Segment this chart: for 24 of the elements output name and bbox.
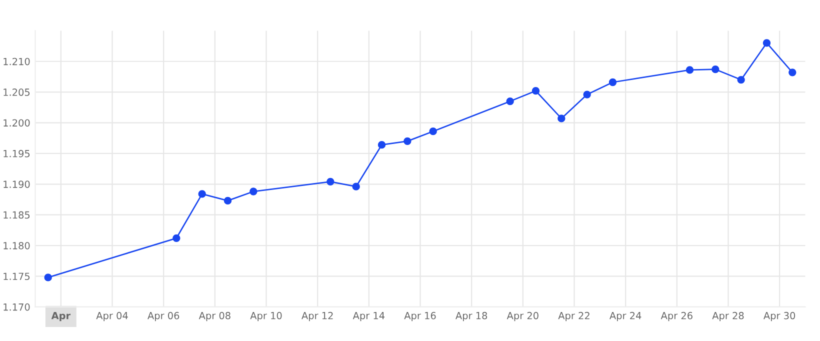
x-tick-label: Apr 16 xyxy=(404,312,436,322)
y-tick-label: 1.170 xyxy=(4,303,30,311)
y-tick-label: 1.195 xyxy=(4,150,30,158)
y-tick-label: 1.205 xyxy=(4,88,30,96)
x-tick-label: Apr 10 xyxy=(250,312,282,322)
x-tick-label: Apr 04 xyxy=(96,312,128,322)
x-tick-label: Apr 14 xyxy=(352,312,385,322)
x-tick-label: Apr 06 xyxy=(148,312,180,322)
y-tick-label: 1.210 xyxy=(4,58,30,66)
y-tick-label: 1.175 xyxy=(4,272,30,280)
x-tick-label: Apr 24 xyxy=(610,312,642,322)
x-tick-label: Apr 18 xyxy=(456,312,488,322)
x-tick-label: Apr 20 xyxy=(506,312,538,322)
x-tick-label: Apr 28 xyxy=(712,312,744,322)
x-tick-label: Apr 30 xyxy=(764,312,796,322)
x-tick-label: Apr 12 xyxy=(302,312,333,322)
x-tick-label: Apr 08 xyxy=(198,312,230,322)
y-tick-label: 1.180 xyxy=(4,242,30,250)
x-tick-label: Apr 22 xyxy=(558,312,590,322)
y-tick-label: 1.200 xyxy=(4,119,30,127)
y-tick-label: 1.190 xyxy=(4,180,30,188)
x-tick-label: Apr 26 xyxy=(660,312,692,322)
y-tick-label: 1.185 xyxy=(4,211,30,219)
x-tick-label: Apr xyxy=(51,312,71,322)
